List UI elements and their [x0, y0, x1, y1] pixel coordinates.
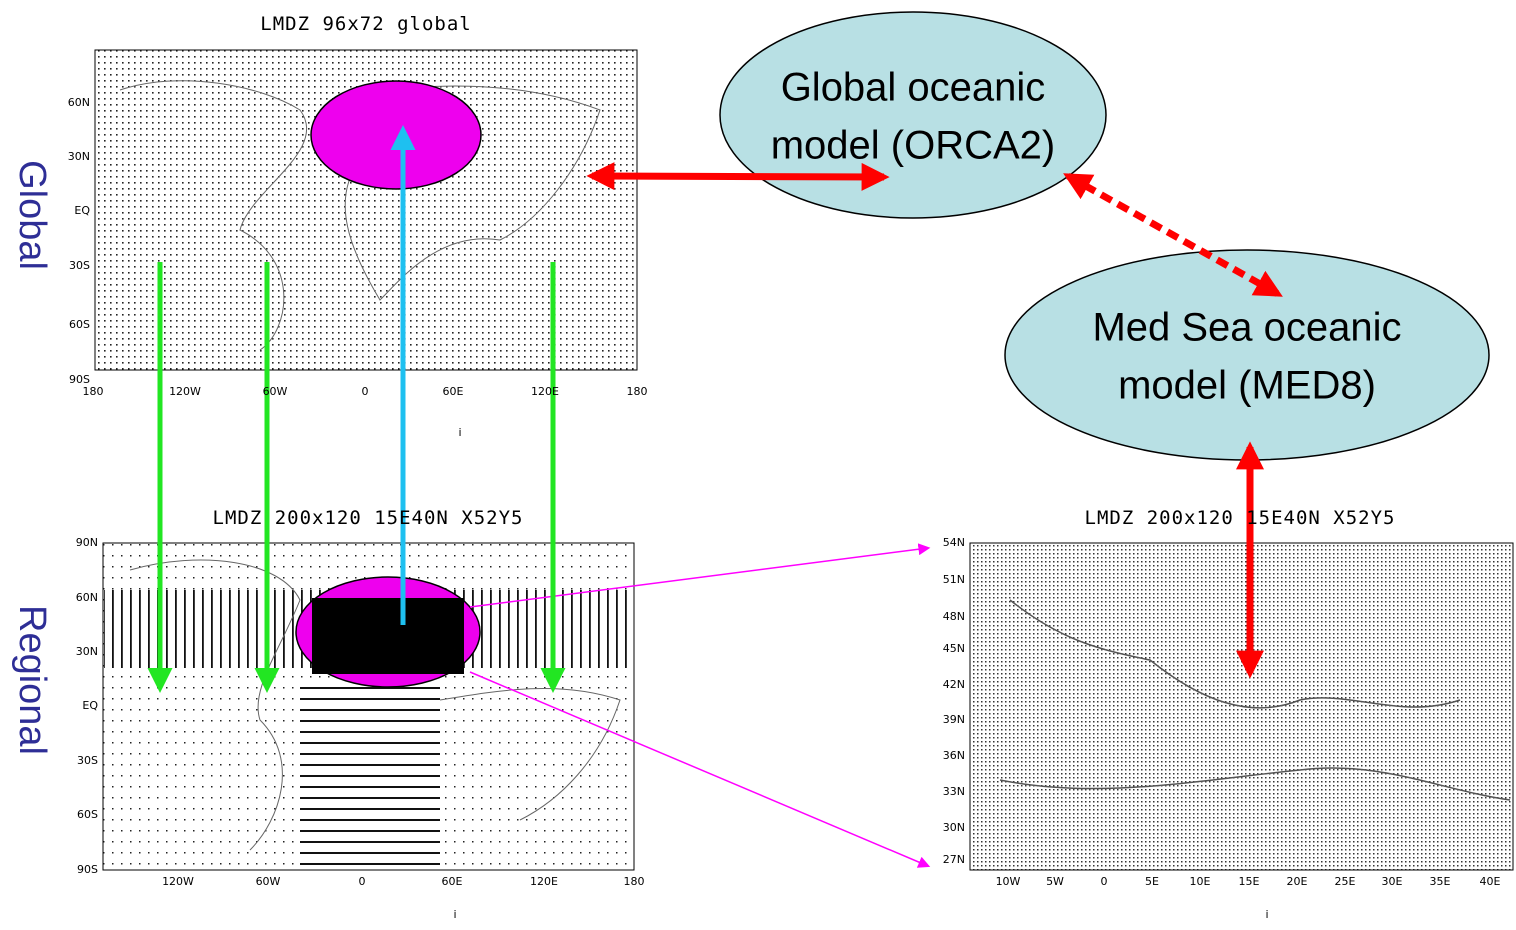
lat-label: 51N	[943, 573, 965, 586]
node-label: Global oceanic	[781, 66, 1046, 110]
lat-label: 42N	[943, 678, 965, 691]
side-label: Regional	[11, 605, 53, 755]
lon-label: 60E	[443, 385, 464, 398]
node-label: model (MED8)	[1118, 364, 1376, 408]
lon-label: 10E	[1190, 875, 1211, 888]
lon-label: 60E	[442, 875, 463, 888]
lon-label: 60W	[256, 875, 281, 888]
map-global	[95, 50, 637, 370]
lon-label: 25E	[1335, 875, 1356, 888]
side-label: Global	[11, 160, 53, 270]
axis-label: i	[453, 908, 456, 921]
highlight-ellipse	[311, 81, 481, 189]
lat-label: 90S	[77, 863, 98, 876]
lon-label: 120E	[531, 385, 559, 398]
map-title: LMDZ 200x120 15E40N X52Y5	[1085, 507, 1396, 529]
lat-label: 60N	[76, 591, 98, 604]
lon-label: 10W	[996, 875, 1021, 888]
diagram: Global Regional Global oceanic model (OR…	[0, 0, 1516, 930]
node-ellipse	[1005, 250, 1489, 460]
lon-label: 5E	[1145, 875, 1159, 888]
lon-label: 15E	[1239, 875, 1260, 888]
lon-label: 40E	[1480, 875, 1501, 888]
lat-label: 39N	[943, 713, 965, 726]
lat-label: 30N	[68, 150, 90, 163]
axis-label: i	[1265, 908, 1268, 921]
zoom-band	[300, 680, 440, 870]
lon-label: 0	[362, 385, 369, 398]
lat-label: 54N	[943, 536, 965, 549]
lat-label: EQ	[82, 699, 98, 712]
lon-label: 120E	[530, 875, 558, 888]
lon-label: 35E	[1430, 875, 1451, 888]
map-title: LMDZ 96x72 global	[260, 13, 471, 35]
lon-label: 180	[83, 385, 104, 398]
lat-label: 27N	[943, 853, 965, 866]
node-label: model (ORCA2)	[771, 124, 1056, 168]
lon-label: 180	[627, 385, 648, 398]
lat-label: 30N	[76, 645, 98, 658]
lat-label: EQ	[74, 204, 90, 217]
lon-label: 0	[1101, 875, 1108, 888]
lon-label: 180	[624, 875, 645, 888]
lon-label: 120W	[169, 385, 201, 398]
node-label: Med Sea oceanic	[1092, 306, 1401, 350]
lat-label: 36N	[943, 749, 965, 762]
lat-label: 30S	[77, 754, 98, 767]
lat-label: 33N	[943, 785, 965, 798]
lat-label: 30N	[943, 821, 965, 834]
lon-label: 0	[359, 875, 366, 888]
axis-label: i	[458, 426, 461, 439]
lat-label: 90N	[76, 536, 98, 549]
lat-label: 45N	[943, 642, 965, 655]
lat-label: 60S	[69, 318, 90, 331]
lon-label: 5W	[1046, 875, 1064, 888]
lon-label: 30E	[1382, 875, 1403, 888]
dense-grid	[312, 598, 464, 674]
map-med	[970, 543, 1513, 870]
lon-label: 20E	[1287, 875, 1308, 888]
lon-label: 120W	[162, 875, 194, 888]
node-ellipse	[720, 12, 1106, 218]
lat-label: 48N	[943, 610, 965, 623]
arrow	[592, 176, 884, 177]
lat-label: 60N	[68, 96, 90, 109]
lon-label: 60W	[263, 385, 288, 398]
lat-label: 30S	[69, 259, 90, 272]
lat-label: 60S	[77, 808, 98, 821]
map-title: LMDZ 200x120 15E40N X52Y5	[213, 507, 524, 529]
